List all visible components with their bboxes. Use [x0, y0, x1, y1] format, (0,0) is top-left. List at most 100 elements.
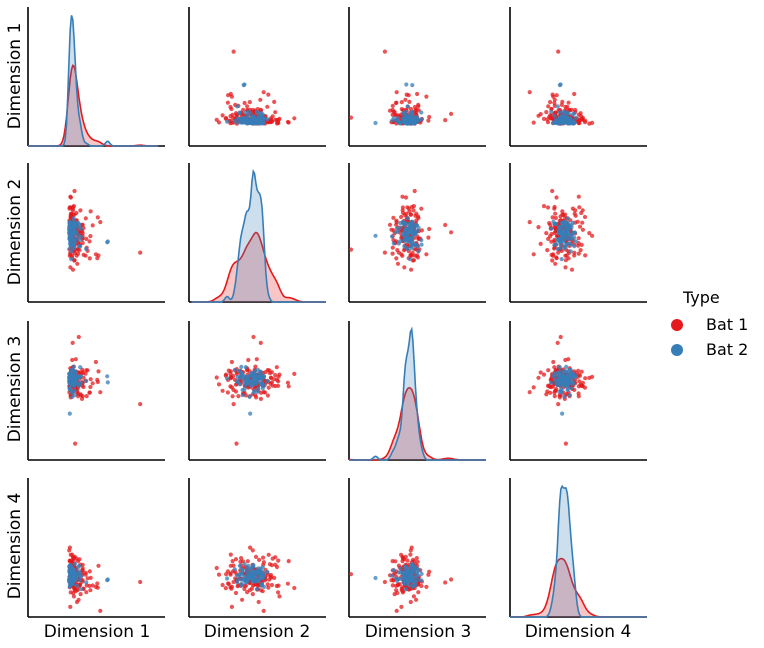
point-bat-1: [550, 188, 555, 194]
point-bat-1: [561, 212, 566, 218]
point-bat-2: [72, 388, 77, 393]
panel-r4-c4: [509, 478, 647, 618]
point-bat-1: [234, 441, 239, 446]
point-bat-1: [545, 389, 550, 394]
point-bat-1: [229, 385, 234, 390]
point-bat-2: [562, 394, 567, 399]
point-bat-1: [72, 188, 77, 194]
point-bat-1: [245, 559, 250, 564]
point-bat-1: [80, 240, 85, 246]
point-bat-2: [242, 82, 247, 87]
point-bat-2: [259, 582, 265, 587]
point-bat-2: [240, 393, 245, 398]
point-bat-1: [214, 375, 219, 380]
point-bat-2: [554, 370, 559, 375]
point-bat-2: [77, 569, 82, 574]
point-bat-1: [424, 584, 429, 590]
point-bat-2: [237, 563, 242, 568]
point-bat-1: [395, 261, 401, 266]
col-label-dimension-3: Dimension 3: [365, 622, 472, 642]
point-bat-1: [553, 226, 558, 231]
panel-r4-c3: [348, 478, 486, 618]
point-bat-1: [261, 608, 266, 614]
point-bat-1: [276, 383, 281, 388]
legend-label-bat-1: Bat 1: [706, 315, 748, 334]
point-bat-1: [399, 214, 404, 220]
point-bat-2: [69, 257, 74, 262]
point-bat-1: [225, 100, 230, 105]
point-bat-1: [214, 565, 219, 571]
point-bat-1: [266, 552, 271, 557]
point-bat-2: [242, 576, 247, 582]
point-bat-2: [243, 365, 248, 370]
point-bat-1: [78, 208, 83, 213]
point-bat-1: [84, 590, 89, 595]
point-bat-1: [382, 579, 387, 585]
point-bat-1: [576, 243, 581, 248]
point-bat-2: [239, 117, 244, 122]
point-bat-2: [105, 239, 110, 244]
point-bat-1: [75, 559, 81, 564]
point-bat-2: [225, 119, 230, 124]
point-bat-2: [241, 374, 246, 379]
point-bat-1: [243, 393, 248, 398]
point-bat-1: [566, 256, 571, 261]
point-bat-2: [260, 112, 265, 117]
point-bat-1: [411, 258, 417, 263]
point-bat-2: [412, 231, 417, 236]
point-bat-1: [390, 251, 395, 256]
point-bat-2: [67, 411, 72, 416]
point-bat-2: [410, 83, 415, 88]
row-label-dimension-1: Dimension 1: [5, 23, 25, 130]
point-bat-1: [84, 394, 89, 399]
point-bat-1: [414, 597, 419, 602]
point-bat-2: [552, 113, 557, 118]
point-bat-1: [83, 216, 88, 221]
point-bat-2: [397, 120, 402, 125]
point-bat-1: [78, 583, 83, 588]
point-bat-1: [410, 557, 416, 563]
point-bat-1: [400, 194, 405, 199]
point-bat-2: [239, 370, 244, 375]
point-bat-2: [565, 220, 570, 226]
point-bat-1: [560, 99, 565, 104]
point-bat-1: [536, 225, 541, 230]
point-bat-1: [407, 586, 412, 592]
point-bat-2: [569, 378, 574, 383]
point-bat-1: [544, 231, 549, 236]
point-bat-1: [390, 103, 395, 108]
point-bat-2: [248, 111, 253, 116]
point-bat-1: [226, 581, 231, 587]
point-bat-2: [414, 223, 420, 228]
point-bat-2: [549, 380, 554, 385]
point-bat-1: [274, 583, 279, 589]
point-bat-2: [562, 111, 567, 116]
point-bat-1: [285, 380, 290, 385]
point-bat-2: [419, 571, 424, 577]
point-bat-1: [245, 104, 250, 109]
point-bat-1: [80, 371, 85, 376]
point-bat-1: [256, 599, 261, 605]
panel-r4-c2: [188, 478, 326, 618]
point-bat-1: [228, 572, 233, 577]
point-bat-1: [93, 359, 98, 365]
kde-fill-bat-1: [189, 232, 326, 302]
point-bat-1: [546, 236, 551, 241]
point-bat-1: [258, 396, 263, 401]
point-bat-1: [272, 377, 277, 382]
point-bat-2: [564, 379, 569, 384]
point-bat-1: [541, 372, 547, 377]
point-bat-2: [398, 225, 403, 230]
point-bat-1: [427, 114, 432, 120]
point-bat-1: [292, 371, 297, 376]
point-bat-1: [95, 585, 100, 590]
point-bat-1: [75, 261, 80, 266]
point-bat-1: [261, 90, 266, 95]
point-bat-2: [560, 411, 565, 416]
point-bat-1: [449, 577, 454, 582]
point-bat-2: [565, 386, 570, 391]
point-bat-1: [80, 394, 85, 399]
point-bat-2: [256, 574, 261, 580]
point-bat-2: [419, 110, 424, 115]
